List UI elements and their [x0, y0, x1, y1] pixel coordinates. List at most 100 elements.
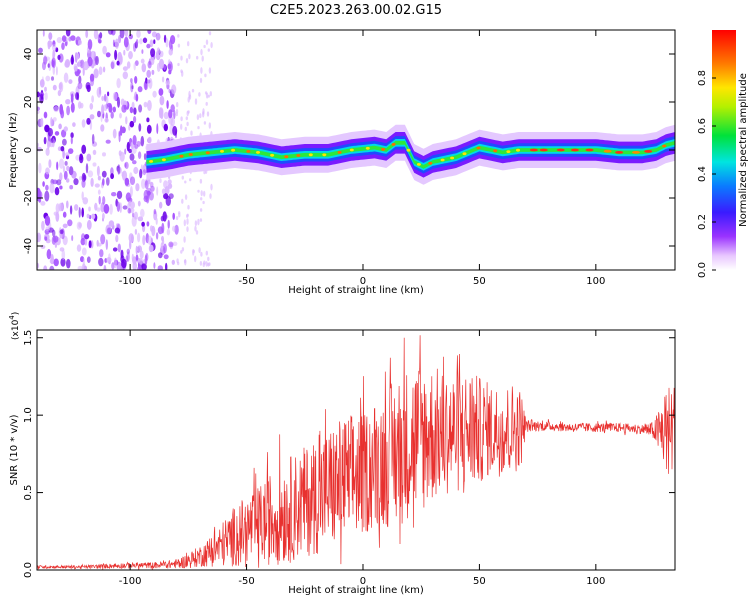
colorbar-tick-label: 0.8: [697, 70, 708, 86]
noise-speckle: [159, 95, 165, 106]
noise-speckle: [95, 55, 99, 66]
noise-speckle: [163, 243, 167, 254]
noise-speckle: [175, 216, 179, 221]
noise-speckle: [116, 78, 121, 89]
noise-speckle: [48, 159, 52, 169]
noise-speckle: [121, 171, 124, 177]
noise-speckle: [44, 124, 50, 133]
noise-speckle: [81, 247, 87, 256]
noise-speckle: [49, 138, 54, 143]
noise-speckle: [135, 183, 140, 192]
noise-speckle: [93, 68, 99, 79]
noise-speckle: [89, 114, 95, 120]
noise-speckle: [41, 76, 44, 85]
noise-speckle: [186, 121, 189, 127]
colorbar-tick-label: 0.2: [697, 214, 708, 230]
noise-speckle: [184, 180, 187, 184]
noise-speckle: [129, 153, 135, 161]
noise-speckle: [122, 205, 128, 210]
spectrogram-y-tick-label: -20: [23, 190, 34, 206]
noise-speckle: [135, 254, 139, 261]
snr-y-tick-label: 0.5: [23, 485, 34, 501]
noise-speckle: [52, 117, 57, 122]
ridge-peak: [644, 150, 653, 153]
noise-speckle: [140, 135, 145, 147]
noise-speckle: [85, 163, 89, 174]
spectrogram-x-tick-label: 50: [473, 276, 486, 287]
noise-speckle: [204, 73, 207, 78]
noise-speckle: [40, 201, 46, 206]
noise-speckle: [172, 125, 178, 136]
noise-speckle: [97, 189, 101, 195]
noise-speckle: [199, 178, 203, 184]
noise-speckle: [86, 153, 92, 162]
noise-speckle: [191, 88, 195, 93]
noise-speckle: [102, 45, 107, 55]
noise-speckle: [203, 121, 207, 125]
noise-speckle: [138, 123, 142, 132]
noise-speckle: [110, 173, 114, 180]
spectrogram-x-axis-label: Height of straight line (km): [288, 285, 424, 296]
noise-speckle: [65, 99, 71, 105]
noise-speckle: [168, 48, 173, 56]
noise-speckle: [62, 165, 66, 173]
noise-speckle: [41, 220, 45, 231]
noise-speckle: [158, 88, 164, 96]
colorbar: 0.0 0.2 0.4 0.6 0.8 Normalized spectral ampl…: [697, 30, 749, 278]
noise-speckle: [139, 168, 143, 179]
noise-speckle: [58, 123, 62, 130]
noise-speckle: [147, 100, 152, 111]
noise-speckle: [86, 117, 91, 125]
noise-speckle: [62, 148, 65, 159]
ridge-peak: [416, 163, 421, 166]
noise-speckle: [137, 200, 141, 207]
noise-speckle: [143, 153, 147, 161]
noise-speckle: [79, 59, 85, 69]
noise-speckle: [149, 39, 154, 48]
noise-speckle: [205, 39, 209, 45]
noise-speckle: [101, 170, 107, 178]
noise-speckle: [166, 100, 169, 109]
noise-speckle: [180, 55, 183, 61]
colorbar-label: Normalized spectral amplitude: [738, 73, 749, 227]
noise-speckle: [130, 78, 133, 83]
noise-speckle: [181, 198, 184, 204]
noise-speckle: [102, 66, 106, 73]
noise-speckle: [128, 200, 132, 206]
ridge-peak: [296, 154, 301, 157]
ridge-peak: [662, 144, 667, 148]
spectrogram-plot-area: [37, 30, 675, 270]
ridge-peak: [462, 152, 467, 156]
noise-speckle: [209, 91, 212, 97]
noise-speckle: [66, 258, 71, 269]
noise-speckle: [61, 249, 66, 261]
noise-speckle: [59, 229, 64, 235]
noise-speckle: [196, 114, 200, 121]
noise-speckle: [156, 123, 159, 135]
noise-speckle: [108, 220, 115, 227]
noise-speckle: [138, 258, 143, 265]
noise-speckle: [171, 84, 177, 95]
noise-speckle: [199, 261, 203, 266]
noise-speckle: [130, 81, 134, 93]
noise-speckle: [88, 240, 92, 249]
ridge-peak: [270, 153, 275, 157]
noise-speckle: [59, 185, 63, 190]
snr-panel: -100 -50 0 50 100 0.0 0.5 1.0 1.5 Height of stra…: [8, 312, 676, 596]
noise-speckle: [125, 116, 128, 125]
noise-speckle: [76, 61, 81, 67]
noise-speckle: [110, 61, 115, 70]
noise-speckle: [147, 235, 152, 245]
noise-speckle: [137, 151, 142, 159]
noise-speckle: [207, 48, 210, 52]
noise-speckle: [89, 103, 94, 110]
noise-speckle: [180, 250, 183, 254]
noise-speckle: [87, 39, 93, 50]
ridge-peak: [603, 149, 612, 153]
noise-speckle: [199, 218, 203, 222]
noise-speckle: [129, 120, 135, 128]
ridge-peak: [188, 153, 193, 156]
noise-speckle: [45, 226, 51, 232]
noise-speckle: [157, 265, 163, 270]
noise-speckle: [207, 256, 210, 262]
